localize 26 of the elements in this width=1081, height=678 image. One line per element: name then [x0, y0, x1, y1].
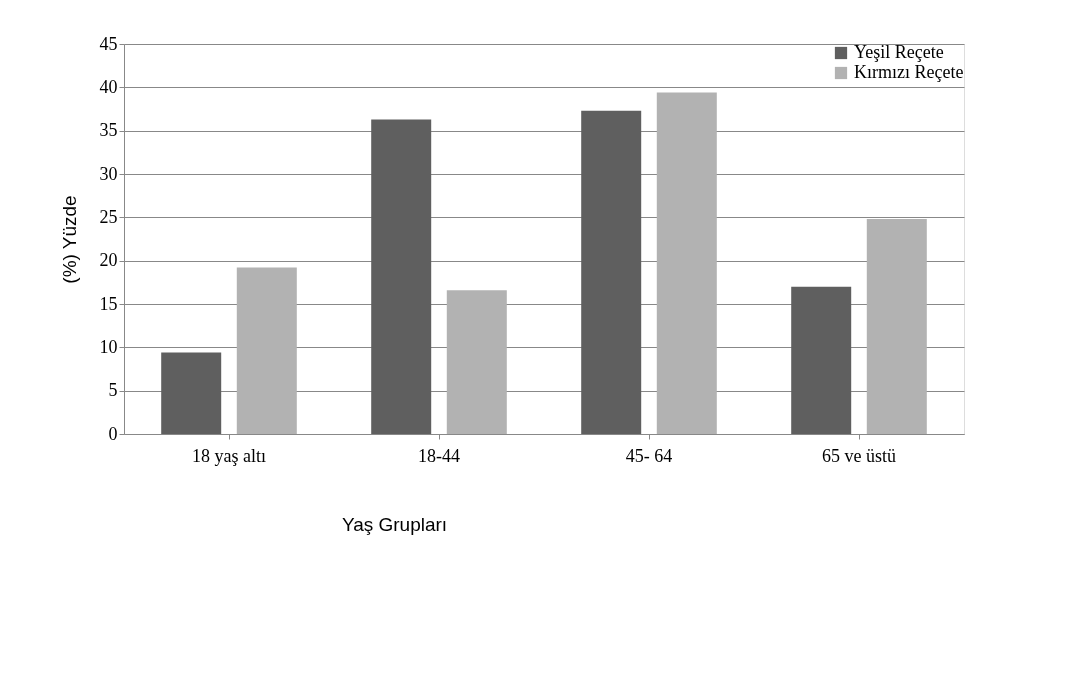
- y-tick-label: 35: [99, 120, 118, 141]
- legend-label: Yeşil Reçete: [854, 42, 944, 62]
- legend-label: Kırmızı Reçete: [854, 62, 964, 82]
- y-tick-label: 10: [99, 336, 118, 357]
- y-tick-label: 30: [99, 163, 118, 184]
- y-tick-label: 40: [99, 76, 118, 97]
- x-tick-label: 65 ve üstü: [822, 445, 896, 466]
- y-axis-title: (%) Yüzde: [58, 195, 80, 284]
- bar: [161, 352, 222, 434]
- x-tick-label: 18 yaş altı: [192, 445, 266, 466]
- y-tick-label: 45: [99, 33, 118, 54]
- y-tick-label: 20: [99, 250, 118, 271]
- bar: [236, 267, 297, 434]
- x-tick-label: 45- 64: [625, 445, 673, 466]
- bar: [656, 92, 717, 434]
- y-tick-label: 5: [108, 380, 118, 401]
- bar: [581, 110, 642, 434]
- x-axis-title: Yaş Grupları: [341, 513, 448, 535]
- y-tick-label: 25: [99, 206, 118, 227]
- bar: [866, 219, 927, 434]
- x-tick-label: 18-44: [418, 445, 460, 466]
- y-tick-label: 0: [108, 423, 118, 444]
- bar: [446, 290, 507, 434]
- bar: [371, 119, 432, 434]
- bar: [791, 286, 852, 434]
- y-tick-label: 15: [99, 293, 118, 314]
